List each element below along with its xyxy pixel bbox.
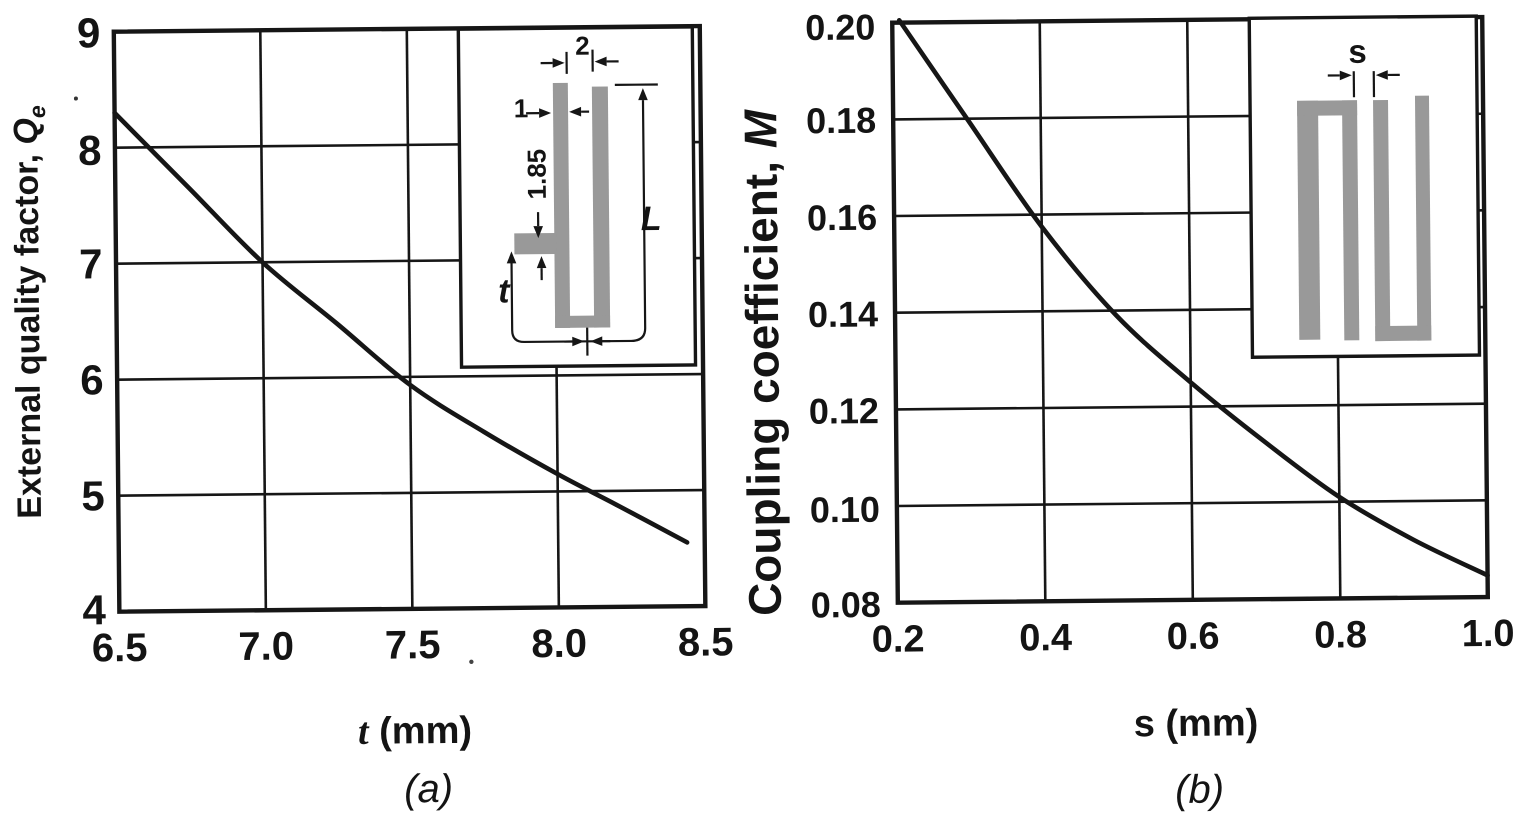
svg-text:0.14: 0.14 xyxy=(808,293,878,335)
svg-text:s: s xyxy=(1348,33,1367,70)
svg-text:7: 7 xyxy=(79,240,103,287)
svg-text:2: 2 xyxy=(575,31,590,61)
svg-text:7.5: 7.5 xyxy=(385,623,441,668)
svg-text:0.4: 0.4 xyxy=(1019,617,1072,660)
svg-text:0.20: 0.20 xyxy=(805,6,875,48)
svg-text:t: t xyxy=(498,272,511,310)
svg-text:1: 1 xyxy=(514,93,529,123)
svg-text:Coupling coefficient, M: Coupling coefficient, M xyxy=(734,108,791,616)
svg-text:L: L xyxy=(641,200,662,238)
svg-text:0.10: 0.10 xyxy=(810,489,880,531)
svg-text:0.2: 0.2 xyxy=(872,618,925,661)
svg-text:4: 4 xyxy=(82,586,106,633)
svg-text:6: 6 xyxy=(80,356,104,403)
svg-text:0.18: 0.18 xyxy=(806,100,876,142)
svg-text:0.16: 0.16 xyxy=(807,197,877,239)
svg-text:8.5: 8.5 xyxy=(678,620,734,665)
svg-text:(b): (b) xyxy=(1175,768,1224,812)
svg-text:6.5: 6.5 xyxy=(92,626,148,671)
svg-text:1.0: 1.0 xyxy=(1462,613,1515,656)
svg-text:0.08: 0.08 xyxy=(811,584,881,626)
svg-text:0.8: 0.8 xyxy=(1314,614,1367,657)
svg-text:9: 9 xyxy=(77,9,101,56)
svg-text:8: 8 xyxy=(78,127,102,174)
svg-text:1.85: 1.85 xyxy=(521,149,551,200)
svg-text:5: 5 xyxy=(81,472,105,519)
svg-text:0.6: 0.6 xyxy=(1167,616,1220,659)
svg-text:0.12: 0.12 xyxy=(809,390,879,432)
svg-text:8.0: 8.0 xyxy=(531,622,587,667)
svg-text:(a): (a) xyxy=(404,767,453,811)
svg-text:t (mm): t (mm) xyxy=(358,710,472,753)
svg-text:s (mm): s (mm) xyxy=(1134,702,1259,745)
svg-text:7.0: 7.0 xyxy=(238,624,294,669)
